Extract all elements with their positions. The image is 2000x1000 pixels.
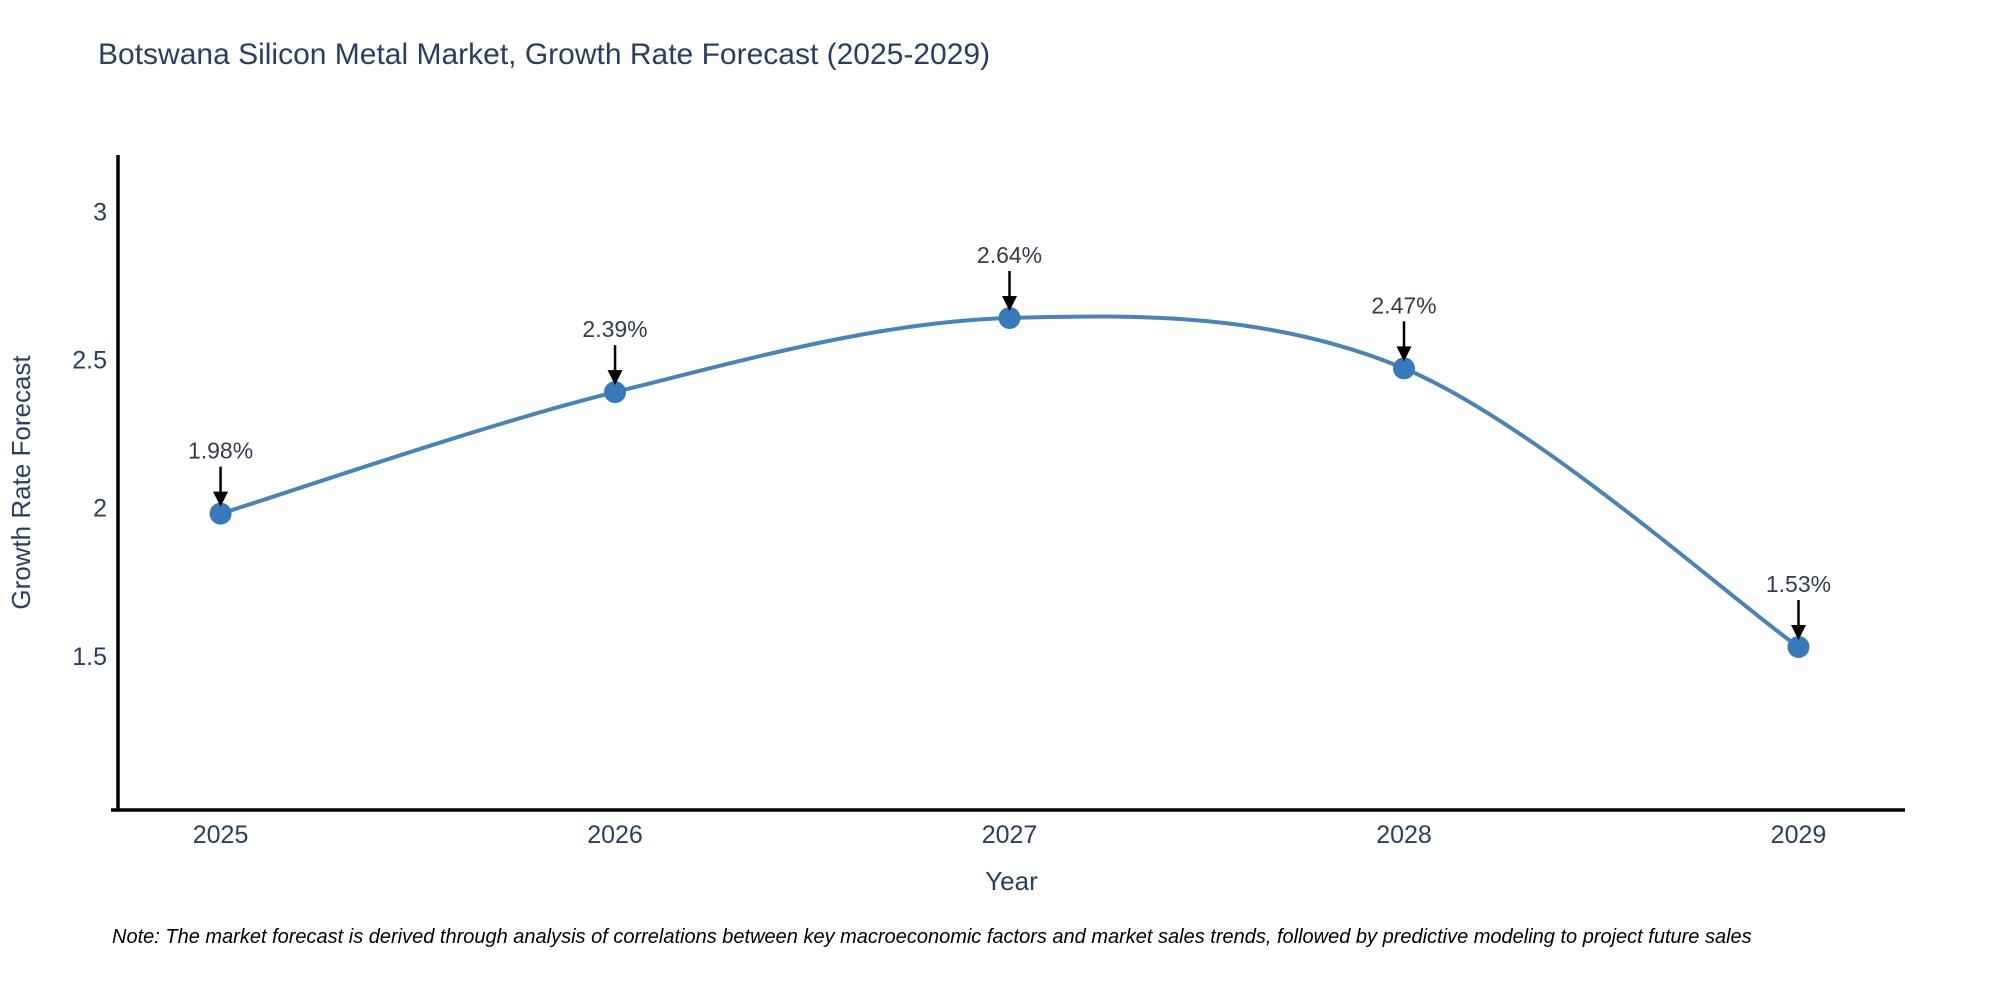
annotation-arrow-head (1396, 346, 1412, 362)
data-point-label: 1.98% (188, 438, 253, 464)
data-point-label: 2.64% (977, 242, 1042, 268)
footnote: Note: The market forecast is derived thr… (112, 926, 1752, 948)
x-tick-label: 2028 (1376, 821, 1432, 849)
axis-lines (111, 155, 1905, 812)
annotation-arrow-head (607, 370, 623, 386)
y-tick-label: 3 (93, 198, 107, 226)
data-point-label: 1.53% (1766, 571, 1831, 597)
data-point-marker (209, 502, 232, 525)
x-tick-label: 2027 (982, 821, 1038, 849)
data-point-marker (1393, 357, 1416, 380)
data-point-label: 2.39% (582, 316, 647, 342)
data-point-label: 2.47% (1371, 292, 1436, 318)
y-tick-label: 1.5 (72, 643, 107, 671)
y-axis-title: Growth Rate Forecast (6, 355, 36, 610)
forecast-line (218, 314, 1801, 649)
y-tick-label: 2 (93, 495, 107, 523)
x-tick-label: 2029 (1771, 821, 1827, 849)
x-tick-label: 2026 (587, 821, 643, 849)
data-point-marker (1787, 635, 1810, 658)
data-point-marker (998, 307, 1021, 330)
x-tick-label: 2025 (193, 821, 249, 849)
x-axis-title: Year (985, 866, 1038, 896)
annotation-arrow-head (213, 491, 229, 507)
annotation-arrow-head (1002, 296, 1018, 312)
y-tick-label: 2.5 (72, 347, 107, 375)
annotation-arrow-head (1790, 624, 1806, 640)
data-point-marker (604, 381, 627, 404)
chart-title: Botswana Silicon Metal Market, Growth Ra… (98, 38, 991, 71)
